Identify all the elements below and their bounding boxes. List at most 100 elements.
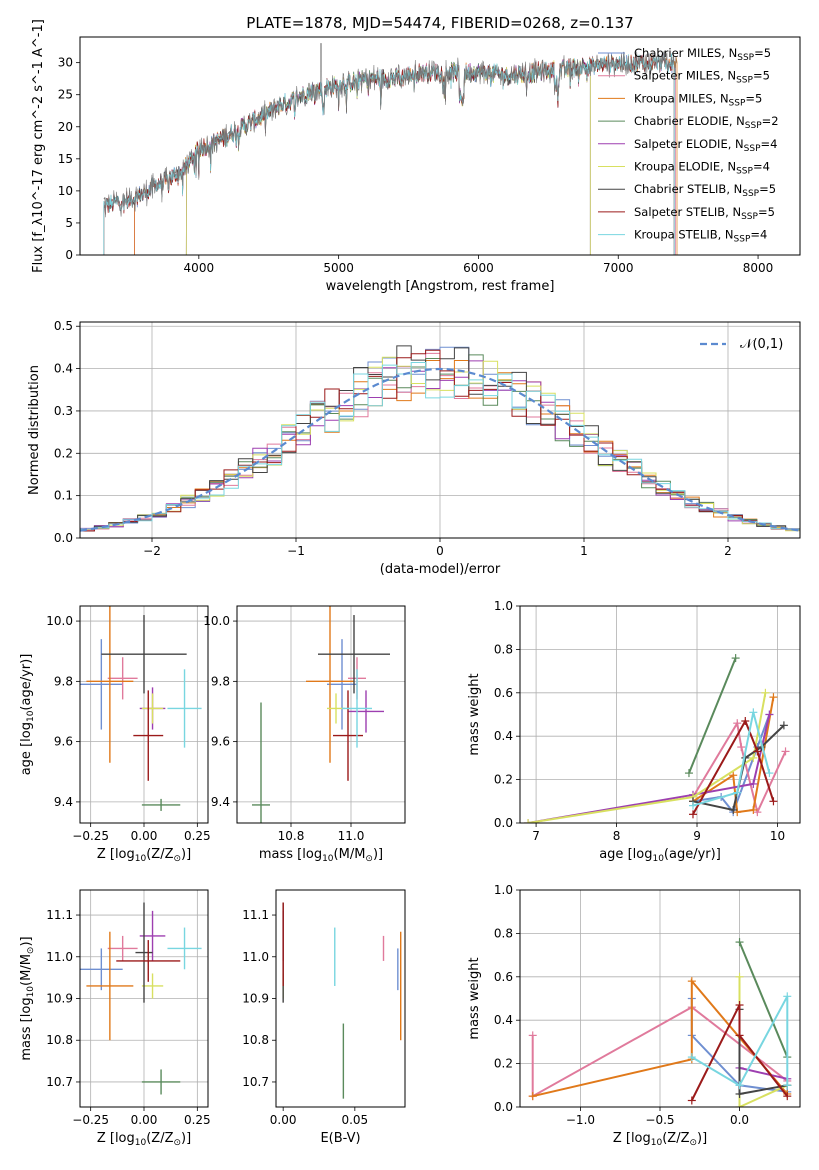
label-part: SSP <box>729 98 746 108</box>
axes-frame <box>236 605 406 824</box>
histogram-kroupa_stelib <box>80 362 800 530</box>
y-tick-label: 20 <box>58 120 73 134</box>
legend-label: Salpeter STELIB, NSSP=5 <box>634 205 775 222</box>
panel-residuals: −2 −1 0 1 2 0.0 0.1 0.2 0.3 0.4 0.5 (data-model)/er… <box>27 319 801 577</box>
y-tick-label: 11.1 <box>242 908 269 922</box>
y-axis-label: Flux [f_λ10^-17 erg cm^-2 s^-1 A^-1] <box>31 19 46 273</box>
label-part: Salpeter ELODIE, N <box>634 137 744 151</box>
y-tick-label: 1.0 <box>494 599 513 613</box>
weight-line-kroupa_stelib <box>692 712 771 807</box>
x-tick-label: 8000 <box>743 261 774 275</box>
label-part: mass weight <box>467 673 482 755</box>
axes-frame <box>79 889 209 1108</box>
legend-label: Chabrier MILES, NSSP=5 <box>634 46 771 63</box>
label-part: (Z/Z <box>146 847 173 862</box>
axes-frame <box>519 889 801 1108</box>
x-tick-label: 4000 <box>184 261 215 275</box>
label-part: =5 <box>758 205 775 219</box>
panel-mass_vs_EBV: 0.00 0.05 10.7 10.8 10.9 11.0 11.1 E(B-V) <box>242 889 406 1146</box>
x-tick-label: 1 <box>580 544 588 558</box>
label-part: SSP <box>736 76 753 86</box>
legend-label: Chabrier ELODIE, NSSP=2 <box>634 114 779 131</box>
x-tick-label: 0.00 <box>131 1113 158 1127</box>
y-tick-label: 0.2 <box>54 446 73 460</box>
label-part: (data-model)/error <box>380 562 501 577</box>
label-part: )] <box>373 847 383 862</box>
x-tick-label: 0.05 <box>341 1113 368 1127</box>
label-part: log <box>19 997 34 1017</box>
y-tick-label: 9.4 <box>54 795 73 809</box>
weight-line-salpeter_stelib <box>690 1004 789 1101</box>
weight-line-kroupa_elodie <box>527 692 767 823</box>
axes-frame <box>79 36 801 256</box>
y-tick-label: 10 <box>58 184 73 198</box>
legend-label: Chabrier STELIB, NSSP=5 <box>634 182 776 199</box>
y-tick-label: 15 <box>58 152 73 166</box>
plot-area <box>80 606 202 811</box>
x-tick-label: −0.25 <box>72 1113 109 1127</box>
y-tick-label: 10.9 <box>242 992 269 1006</box>
y-tick-label: 10.7 <box>46 1075 73 1089</box>
plot-area <box>80 345 800 532</box>
label-part: age [ <box>599 847 632 862</box>
x-tick-label: 7 <box>532 829 540 843</box>
label-part: Kroupa MILES, N <box>634 91 729 105</box>
label-part: mass [ <box>19 1017 34 1060</box>
y-axis-label: Normed distribution <box>27 365 42 495</box>
label-part: Normed distribution <box>27 365 42 495</box>
panel-age_vs_Z: −0.25 0.00 0.259.49.69.810.0Z [log10(Z/Z⊙)… <box>19 605 211 864</box>
label-part: SSP <box>741 212 758 222</box>
y-tick-label: 0.3 <box>54 404 73 418</box>
y-tick-label: 0.8 <box>494 926 513 940</box>
y-tick-label: 0.8 <box>494 642 513 656</box>
label-part: =2 <box>762 114 779 128</box>
x-tick-label: 0.0 <box>730 1113 749 1127</box>
y-tick-label: 0.0 <box>494 816 513 830</box>
plot-area <box>528 938 792 1107</box>
weight-line-salpeter_stelib <box>692 718 775 815</box>
label-part: ⊙ <box>689 1138 697 1148</box>
x-tick-label: 10 <box>770 829 785 843</box>
y-tick-label: 0.5 <box>54 319 73 333</box>
x-tick-label: −0.5 <box>645 1113 674 1127</box>
label-part: )] <box>181 1131 191 1146</box>
x-axis-label: mass [log10(M/M⊙)] <box>259 847 383 864</box>
histogram-salpeter_stelib <box>80 349 800 532</box>
label-part: 10 <box>26 986 36 998</box>
label-part: Flux [f_λ10^-17 erg cm^-2 s^-1 A^-1] <box>31 19 46 273</box>
y-tick-label: 0.6 <box>494 686 513 700</box>
plot-area <box>524 654 790 823</box>
label-part: (M/M <box>334 847 366 862</box>
label-part: =4 <box>753 160 770 174</box>
label-part: E(B-V) <box>320 1131 360 1146</box>
y-tick-label: 11.1 <box>46 908 73 922</box>
label-part: =5 <box>745 91 762 105</box>
weight-line-chabrier_elodie <box>738 941 789 1058</box>
x-tick-label: 0.00 <box>270 1113 297 1127</box>
x-axis-label: age [log10(age/yr)] <box>599 847 721 864</box>
label-part: age [ <box>19 742 34 775</box>
y-tick-label: 9.8 <box>211 674 230 688</box>
spectrum-line <box>134 54 678 255</box>
label-part: ⊙ <box>26 947 36 955</box>
label-part: log <box>633 847 653 862</box>
label-part: Z [ <box>97 847 115 862</box>
figure-title: PLATE=1878, MJD=54474, FIBERID=0268, z=0… <box>246 14 633 32</box>
label-part: (age/yr)] <box>19 654 34 711</box>
label-part: Kroupa STELIB, N <box>634 228 734 242</box>
label-part: Salpeter MILES, N <box>634 69 736 83</box>
label-part: Chabrier STELIB, N <box>634 182 742 196</box>
y-axis-label: mass weight <box>467 673 482 755</box>
x-tick-label: 7000 <box>603 261 634 275</box>
label-part: SSP <box>737 53 754 63</box>
label-part: SSP <box>742 189 759 199</box>
label-part: 10 <box>135 1138 147 1148</box>
label-part: )] <box>181 847 191 862</box>
y-tick-label: 10.0 <box>203 614 230 628</box>
y-tick-label: 9.8 <box>54 674 73 688</box>
x-tick-label: 11.0 <box>338 829 365 843</box>
label-part: log <box>19 722 34 742</box>
